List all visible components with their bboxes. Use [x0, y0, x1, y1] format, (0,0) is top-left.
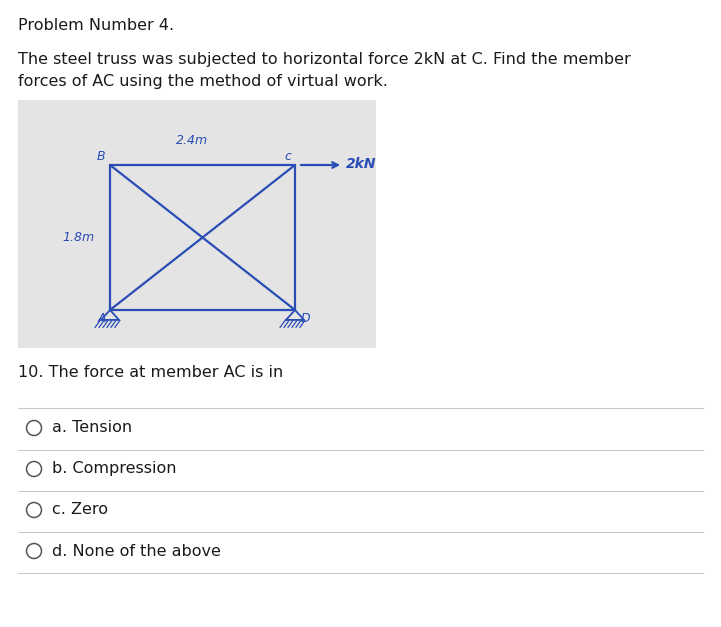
Text: B: B — [97, 150, 105, 163]
Text: Problem Number 4.: Problem Number 4. — [18, 18, 174, 33]
Text: 2.4m: 2.4m — [177, 134, 208, 147]
Bar — [18, 100, 376, 348]
Text: d. None of the above: d. None of the above — [52, 544, 221, 559]
Text: b. Compression: b. Compression — [52, 461, 177, 477]
Text: A: A — [97, 312, 106, 325]
Text: 2kN: 2kN — [346, 157, 376, 171]
Text: c. Zero: c. Zero — [52, 502, 108, 517]
Text: The steel truss was subjected to horizontal force 2kN at C. Find the member: The steel truss was subjected to horizon… — [18, 52, 631, 67]
Text: 1.8m: 1.8m — [62, 231, 94, 244]
Text: c: c — [284, 150, 291, 163]
Text: a. Tension: a. Tension — [52, 421, 132, 436]
Text: 10. The force at member AC is in: 10. The force at member AC is in — [18, 365, 283, 380]
Text: D: D — [301, 312, 311, 325]
Text: forces of AC using the method of virtual work.: forces of AC using the method of virtual… — [18, 74, 388, 89]
